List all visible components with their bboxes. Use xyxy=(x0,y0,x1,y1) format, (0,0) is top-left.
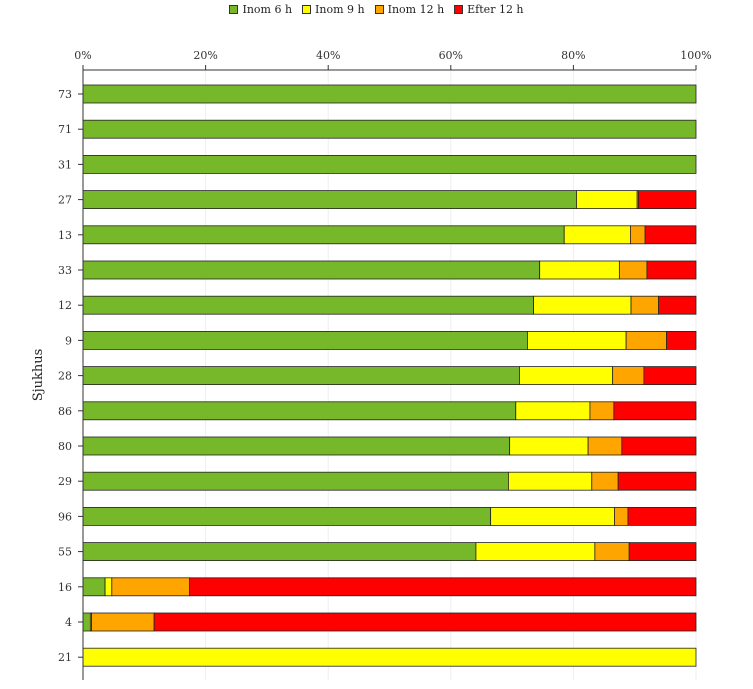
bar-segment xyxy=(627,506,697,526)
bar-segment xyxy=(576,190,638,210)
bar-segment xyxy=(82,612,91,632)
bar-segment xyxy=(82,577,106,597)
bar-segment xyxy=(82,84,697,104)
bar-segment xyxy=(82,190,577,210)
bar-segment xyxy=(587,436,623,456)
bar-segment xyxy=(646,260,697,280)
y-tick-label: 71 xyxy=(58,123,72,136)
legend-label-inom-9h: Inom 9 h xyxy=(315,3,365,16)
legend-item-inom-6h: Inom 6 h xyxy=(229,3,292,16)
bar-segment xyxy=(82,154,697,174)
legend-label-efter-12h: Efter 12 h xyxy=(467,3,524,16)
bar-segment xyxy=(527,330,627,350)
bar-segment xyxy=(82,295,534,315)
bar-segment xyxy=(82,506,492,526)
bar-segment xyxy=(533,295,632,315)
bar-segment xyxy=(630,295,660,315)
bar-segment xyxy=(82,260,541,280)
bar-segment xyxy=(625,330,667,350)
y-tick-label: 86 xyxy=(58,405,72,418)
bar-segment xyxy=(82,401,517,421)
y-tick-label: 21 xyxy=(58,651,72,664)
bar-segment xyxy=(153,612,697,632)
bar-segment xyxy=(82,330,528,350)
legend-item-inom-9h: Inom 9 h xyxy=(302,3,365,16)
bar-segment xyxy=(509,436,589,456)
y-tick-label: 80 xyxy=(58,440,72,453)
bar-segment xyxy=(189,577,697,597)
bar-segment xyxy=(82,471,509,491)
y-tick-label: 12 xyxy=(58,299,72,312)
bar-segment xyxy=(658,295,697,315)
bar-segment xyxy=(617,471,697,491)
y-axis-title: Sjukhus xyxy=(31,349,46,402)
bar-segment xyxy=(594,542,630,561)
y-tick-label: 16 xyxy=(58,581,72,594)
y-tick-label: 31 xyxy=(58,158,72,171)
bars xyxy=(82,84,697,667)
y-tick-label: 28 xyxy=(58,370,72,383)
bar-segment xyxy=(82,436,511,456)
legend-swatch-inom-12h xyxy=(374,5,384,14)
bar-segment xyxy=(628,542,697,561)
legend-item-inom-12h: Inom 12 h xyxy=(374,3,445,16)
legend-swatch-efter-12h xyxy=(454,5,464,14)
bar-segment xyxy=(613,401,697,421)
bar-segment xyxy=(82,225,565,245)
bar-segment xyxy=(515,401,591,421)
x-tick-label: 80% xyxy=(561,49,585,62)
y-tick-label: 4 xyxy=(65,616,72,629)
x-tick-label: 60% xyxy=(439,49,463,62)
bar-segment xyxy=(643,366,697,386)
bar-segment xyxy=(637,190,697,210)
bar-segment xyxy=(539,260,620,280)
bar-segment xyxy=(563,225,631,245)
bar-segment xyxy=(614,506,629,526)
y-tick-label: 33 xyxy=(58,264,72,277)
bar-segment xyxy=(591,471,619,491)
x-tick-label: 100% xyxy=(680,49,711,62)
y-tick-label: 29 xyxy=(58,475,72,488)
bar-segment xyxy=(91,612,155,632)
bar-segment xyxy=(104,577,113,597)
bar-segment xyxy=(82,119,697,139)
legend: Inom 6 h Inom 9 h Inom 12 h Efter 12 h xyxy=(0,3,753,16)
x-tick-label: 40% xyxy=(316,49,340,62)
y-tick-label: 9 xyxy=(65,334,72,347)
bar-segment xyxy=(666,330,697,350)
x-tick-label: 0% xyxy=(74,49,91,62)
y-tick-label: 96 xyxy=(58,510,72,523)
x-tick-label: 20% xyxy=(193,49,217,62)
legend-swatch-inom-6h xyxy=(229,5,239,14)
bar-segment xyxy=(111,577,191,597)
bar-segment xyxy=(618,260,648,280)
bar-segment xyxy=(490,506,615,526)
bar-segment xyxy=(519,366,614,386)
legend-label-inom-12h: Inom 12 h xyxy=(387,3,445,16)
bar-segment xyxy=(82,542,477,561)
y-tick-label: 73 xyxy=(58,88,72,101)
y-tick-label: 27 xyxy=(58,194,72,207)
bar-segment xyxy=(644,225,697,245)
legend-label-inom-6h: Inom 6 h xyxy=(242,3,293,16)
bar-segment xyxy=(82,366,520,386)
y-tick-label: 13 xyxy=(58,229,72,242)
bar-segment xyxy=(612,366,645,386)
legend-item-efter-12h: Efter 12 h xyxy=(454,3,524,16)
bar-segment xyxy=(589,401,615,421)
bar-segment xyxy=(630,225,646,245)
bar-segment xyxy=(508,471,593,491)
bar-segment xyxy=(621,436,697,456)
bar-segment xyxy=(82,647,697,667)
bar-segment xyxy=(475,542,596,561)
y-tick-label: 55 xyxy=(58,546,72,559)
legend-swatch-inom-9h xyxy=(302,5,312,14)
axes: 0% 20% 40% 60% 80% 100% 73 71 31 27 13 33 12 9 28 86 80 2… xyxy=(58,49,712,680)
